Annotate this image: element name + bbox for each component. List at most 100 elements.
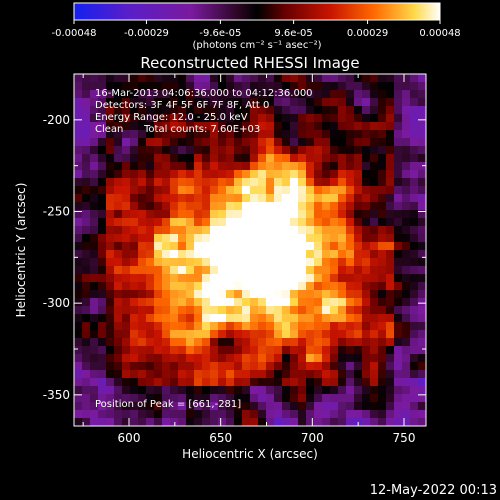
heatmap-cell [202, 338, 211, 347]
heatmap-cell [410, 322, 419, 331]
heatmap-cell [314, 330, 323, 339]
heatmap-cell [90, 130, 99, 139]
heatmap-cell [402, 74, 411, 83]
heatmap-cell [218, 210, 227, 219]
heatmap-cell [122, 186, 131, 195]
heatmap-cell [74, 226, 83, 235]
heatmap-cell [354, 410, 363, 419]
heatmap-cell [386, 234, 395, 243]
heatmap-cell [402, 322, 411, 331]
heatmap-cell [154, 258, 163, 267]
heatmap-cell [250, 106, 259, 115]
heatmap-cell [242, 90, 251, 99]
heatmap-cell [242, 98, 251, 107]
heatmap-cell [114, 322, 123, 331]
heatmap-cell [274, 234, 283, 243]
heatmap-cell [290, 330, 299, 339]
heatmap-cell [242, 106, 251, 115]
heatmap-cell [234, 186, 243, 195]
heatmap-cell [282, 394, 291, 403]
heatmap-cell [314, 282, 323, 291]
heatmap-cell [194, 282, 203, 291]
heatmap-cell [122, 178, 131, 187]
heatmap-cell [154, 114, 163, 123]
heatmap-cell [314, 322, 323, 331]
heatmap-cell [274, 386, 283, 395]
heatmap-cell [202, 250, 211, 259]
heatmap-cell [218, 138, 227, 147]
heatmap-cell [346, 402, 355, 411]
heatmap-cell [114, 370, 123, 379]
heatmap-cell [346, 186, 355, 195]
heatmap-cell [266, 418, 275, 426]
heatmap-cell [154, 130, 163, 139]
heatmap-cell [74, 210, 83, 219]
heatmap-cell [338, 290, 347, 299]
heatmap-cell [154, 210, 163, 219]
heatmap-cell [386, 82, 395, 91]
heatmap-cell [202, 194, 211, 203]
heatmap-cell [210, 354, 219, 363]
heatmap-cell [242, 82, 251, 91]
heatmap-cell [178, 186, 187, 195]
heatmap-cell [194, 338, 203, 347]
heatmap-cell [250, 74, 259, 83]
heatmap-cell [298, 306, 307, 315]
heatmap-cell [114, 146, 123, 155]
heatmap-cell [130, 306, 139, 315]
heatmap-cell [314, 194, 323, 203]
heatmap-cell [258, 98, 267, 107]
heatmap-cell [170, 330, 179, 339]
heatmap-cell [154, 154, 163, 163]
colorbar-bar [73, 2, 441, 21]
heatmap-cell [114, 266, 123, 275]
heatmap-cell [394, 186, 403, 195]
heatmap-cell [74, 322, 83, 331]
heatmap-cell [274, 314, 283, 323]
heatmap-cell [146, 202, 155, 211]
heatmap-cell [338, 114, 347, 123]
heatmap-cell [234, 122, 243, 131]
heatmap-cell [186, 178, 195, 187]
heatmap-cell [370, 130, 379, 139]
heatmap-cell [234, 82, 243, 91]
heatmap-cell [162, 354, 171, 363]
heatmap-cell [362, 202, 371, 211]
heatmap-cell [226, 178, 235, 187]
heatmap-cell [290, 338, 299, 347]
heatmap-cell [106, 346, 115, 355]
heatmap-cell [282, 106, 291, 115]
heatmap-cell [194, 162, 203, 171]
heatmap-cell [122, 194, 131, 203]
heatmap-cell [338, 138, 347, 147]
heatmap-cell [362, 178, 371, 187]
heatmap-cell [386, 226, 395, 235]
heatmap-cell [122, 202, 131, 211]
heatmap-cell [378, 418, 387, 426]
heatmap-cell [226, 258, 235, 267]
heatmap-cell [114, 130, 123, 139]
heatmap-cell [242, 362, 251, 371]
heatmap-cell [130, 210, 139, 219]
heatmap-cell [250, 226, 259, 235]
heatmap-cell [170, 162, 179, 171]
heatmap-cell [354, 250, 363, 259]
heatmap-cell [226, 322, 235, 331]
heatmap-cell [130, 378, 139, 387]
heatmap-cell [370, 202, 379, 211]
heatmap-cell [258, 122, 267, 131]
heatmap-cell [306, 306, 315, 315]
heatmap-cell [210, 90, 219, 99]
heatmap-cell [202, 394, 211, 403]
heatmap-cell [162, 274, 171, 283]
heatmap-cell [114, 298, 123, 307]
heatmap-cell [146, 410, 155, 419]
heatmap-cell [114, 218, 123, 227]
heatmap-cell [274, 74, 283, 83]
heatmap-cell [114, 250, 123, 259]
heatmap-cell [338, 322, 347, 331]
heatmap-cell [346, 154, 355, 163]
heatmap-cell [306, 394, 315, 403]
heatmap-cell [370, 114, 379, 123]
heatmap-cell [146, 386, 155, 395]
